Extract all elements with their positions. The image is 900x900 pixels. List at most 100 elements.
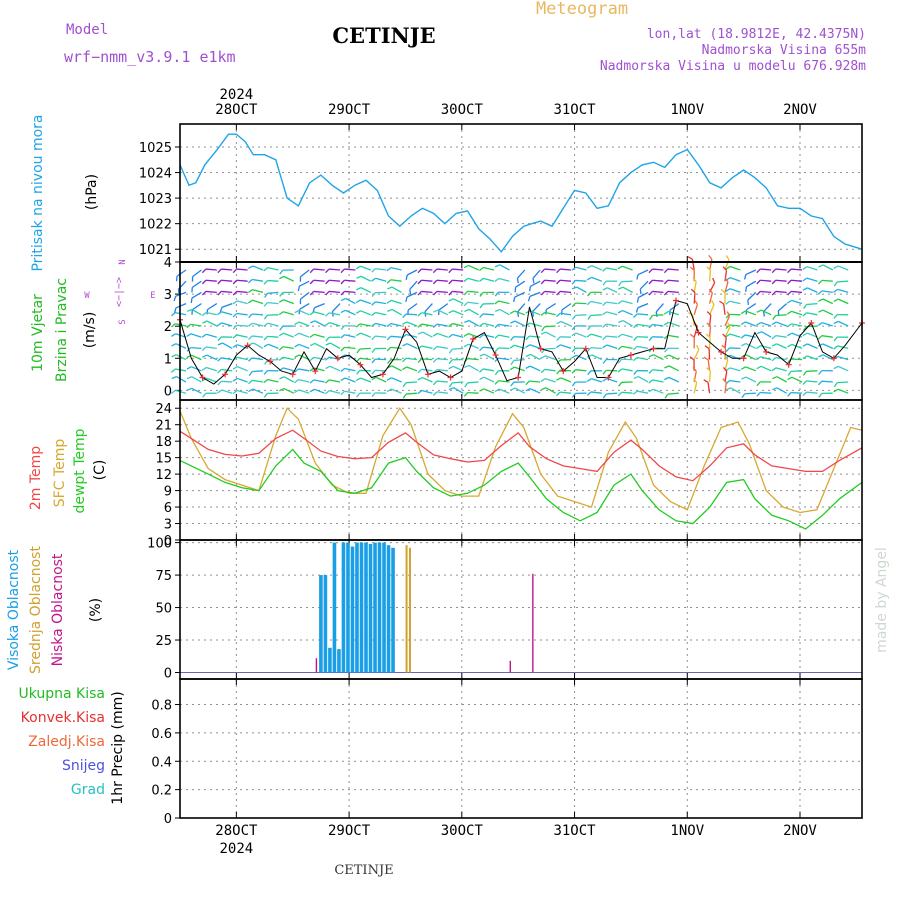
wind-barb-flag: [494, 380, 499, 385]
wind-barb-flag: [663, 279, 669, 285]
wind-barb: [314, 388, 325, 394]
wind-barb: [313, 379, 325, 383]
wind-barb: [298, 332, 310, 338]
top-x-tick-label: 1NOV: [670, 102, 704, 118]
wind-barb-flag: [556, 391, 561, 397]
wind-barb-flag: [636, 297, 639, 303]
wind-barb-flag: [206, 309, 209, 315]
wind-barb: [236, 268, 248, 271]
wind-barb-flag: [664, 347, 669, 353]
wind-barb: [221, 302, 233, 309]
wind-barb: [221, 389, 233, 394]
y-tick-label: 18: [155, 435, 172, 450]
wind-barb-flag: [704, 345, 710, 350]
wind-barb: [575, 332, 587, 338]
wind-barb: [517, 303, 526, 313]
wind-barb: [729, 277, 741, 282]
wind-barb-flag: [479, 292, 484, 297]
panel-frame: [179, 123, 863, 263]
wind-barb-flag: [402, 393, 407, 399]
y-tick-label: 2: [164, 320, 172, 335]
wind-barb-flag: [586, 333, 592, 338]
y-tick-label: 24: [155, 402, 172, 417]
wind-barb-flag: [371, 348, 376, 353]
wind-key-north: N: [118, 259, 128, 264]
wind-barb: [452, 310, 464, 316]
wind-barb-flag: [772, 387, 778, 391]
wind-barb-flag: [664, 365, 670, 369]
wind-barb-flag: [310, 320, 316, 324]
wind-barb-flag: [648, 354, 654, 358]
wind-barb-flag: [632, 390, 638, 395]
wind-barb: [559, 369, 572, 372]
wind-barb-flag: [386, 322, 392, 328]
wind-barb-flag: [540, 279, 546, 285]
wind-barb-flag: [355, 377, 361, 382]
sfc-temp-line: [179, 407, 863, 514]
wind-barb-flag: [771, 357, 777, 362]
wind-barb-flag: [448, 290, 453, 296]
wind-barb-flag: [802, 326, 807, 332]
wind-barb-flag: [232, 290, 238, 296]
wind-barb: [221, 290, 233, 294]
wind-barb: [298, 343, 310, 350]
wind-barb: [283, 311, 294, 316]
wind-barb-flag: [722, 378, 727, 383]
wind-barb-flag: [402, 357, 407, 363]
wind-barb-flag: [217, 389, 223, 394]
wind-gust-marker: [447, 374, 454, 381]
wind-barb-flag: [587, 291, 592, 297]
wind-barb: [590, 314, 602, 317]
wind-barb: [606, 323, 618, 327]
lonlat-label: lon,lat (18.9812E, 42.4375N): [647, 27, 866, 42]
wind-barb: [760, 321, 772, 327]
wind-barb-flag: [756, 290, 761, 296]
wind-barb-flag: [708, 254, 713, 260]
wind-barb-flag: [190, 297, 193, 304]
wind-barb: [708, 292, 713, 304]
wind-barb-flag: [618, 381, 623, 387]
wind-barb: [529, 322, 541, 327]
wind-barb: [652, 388, 664, 394]
wind-barb-flag: [171, 375, 177, 380]
wind-barb-flag: [664, 393, 669, 399]
wind-barb: [837, 320, 849, 327]
wind-barb: [745, 366, 757, 372]
wind-barb-flag: [264, 359, 268, 365]
wind-barb: [532, 269, 541, 279]
wind-barb-flag: [711, 300, 715, 306]
wind-barb-flag: [217, 368, 222, 374]
wind-barb-flag: [725, 347, 730, 353]
wind-barb-flag: [173, 307, 177, 313]
wind-barb: [344, 279, 356, 282]
wind-barb: [436, 345, 448, 350]
wind-barb-flag: [279, 376, 285, 380]
wind-barb-flag: [540, 331, 547, 335]
wind-barb: [300, 269, 310, 278]
wind-barb: [667, 268, 679, 271]
wind-barb: [283, 376, 295, 383]
cloud-bar-mid: [405, 545, 408, 673]
wind-barb-flag: [525, 353, 531, 358]
wind-barb-flag: [663, 310, 669, 315]
wind-barb-flag: [417, 390, 423, 395]
wind-barb-flag: [171, 343, 177, 347]
wind-barb-flag: [232, 344, 238, 348]
wind-barb-flag: [756, 331, 762, 335]
wind-barb-flag: [617, 309, 623, 314]
wind-barb: [205, 311, 217, 316]
wind-barb-flag: [617, 368, 623, 373]
wind-barb-flag: [756, 365, 762, 370]
wind-barb: [807, 343, 818, 349]
wind-barb-flag: [833, 265, 839, 269]
wind-barb-flag: [248, 357, 253, 362]
wind-gust-marker: [627, 352, 634, 359]
wind-barb: [421, 312, 433, 316]
wind-barb-flag: [721, 344, 727, 350]
wind-barb-flag: [817, 322, 823, 326]
wind-barb-flag: [802, 287, 808, 291]
cloud-bar-high: [332, 542, 337, 673]
wind-barb-flag: [355, 265, 361, 270]
wind-barb: [375, 268, 387, 271]
wind-barb-flag: [479, 346, 484, 352]
